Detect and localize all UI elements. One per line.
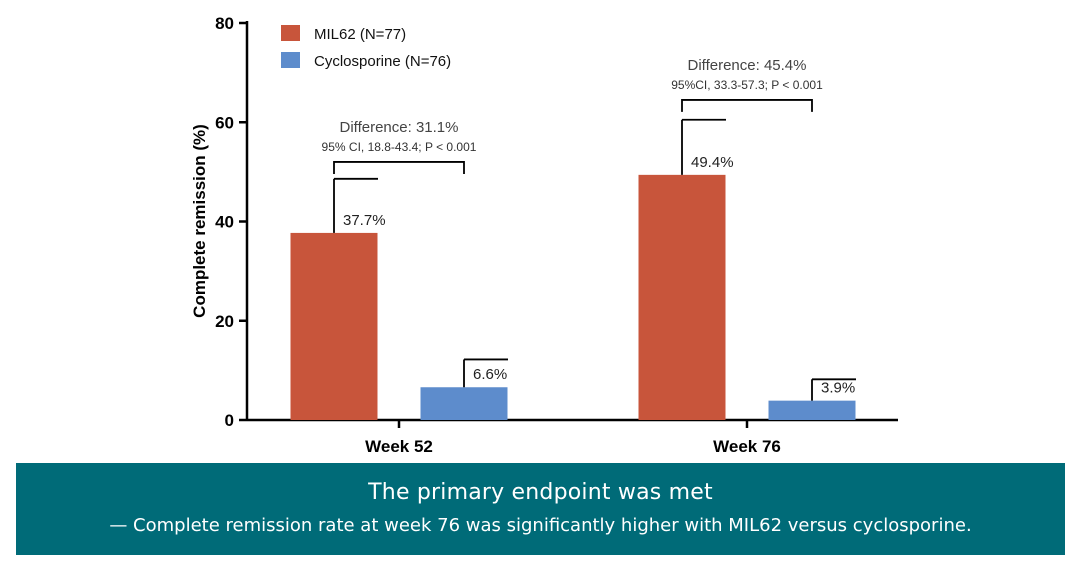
difference-ci-label: 95%CI, 33.3-57.3; P < 0.001	[671, 78, 823, 92]
data-label: 37.7%	[343, 212, 386, 229]
bar-chart: 0 20 40 60 80 Complete remission (%) Week 52 We…	[190, 14, 898, 456]
legend-swatch	[281, 25, 300, 41]
y-tick-label: 60	[215, 113, 234, 132]
y-tick-label: 0	[225, 411, 234, 430]
x-tick-label: Week 52	[365, 437, 433, 456]
bar	[638, 174, 726, 420]
legend-swatch	[281, 52, 300, 68]
data-label: 49.4%	[691, 154, 734, 171]
conclusion-banner: The primary endpoint was met — Complete …	[16, 463, 1065, 555]
y-tick-label: 40	[215, 213, 234, 232]
y-tick-label: 80	[215, 14, 234, 33]
y-tick-label: 20	[215, 312, 234, 331]
bar	[420, 387, 508, 420]
data-label: 6.6%	[473, 366, 507, 383]
bar	[768, 400, 856, 420]
difference-label: Difference: 45.4%	[688, 57, 807, 74]
bar	[290, 232, 378, 420]
significance-bracket	[333, 161, 465, 174]
legend-label: Cyclosporine (N=76)	[314, 53, 451, 70]
data-label: 3.9%	[821, 380, 855, 397]
x-tick-label: Week 76	[713, 437, 781, 456]
banner-title: The primary endpoint was met	[368, 480, 713, 505]
y-axis-label: Complete remission (%)	[190, 124, 209, 318]
banner-subtitle: — Complete remission rate at week 76 was…	[109, 515, 972, 536]
difference-label: Difference: 31.1%	[340, 119, 459, 136]
legend-label: MIL62 (N=77)	[314, 26, 406, 43]
significance-bracket	[681, 99, 813, 112]
difference-ci-label: 95% CI, 18.8-43.4; P < 0.001	[322, 140, 477, 154]
